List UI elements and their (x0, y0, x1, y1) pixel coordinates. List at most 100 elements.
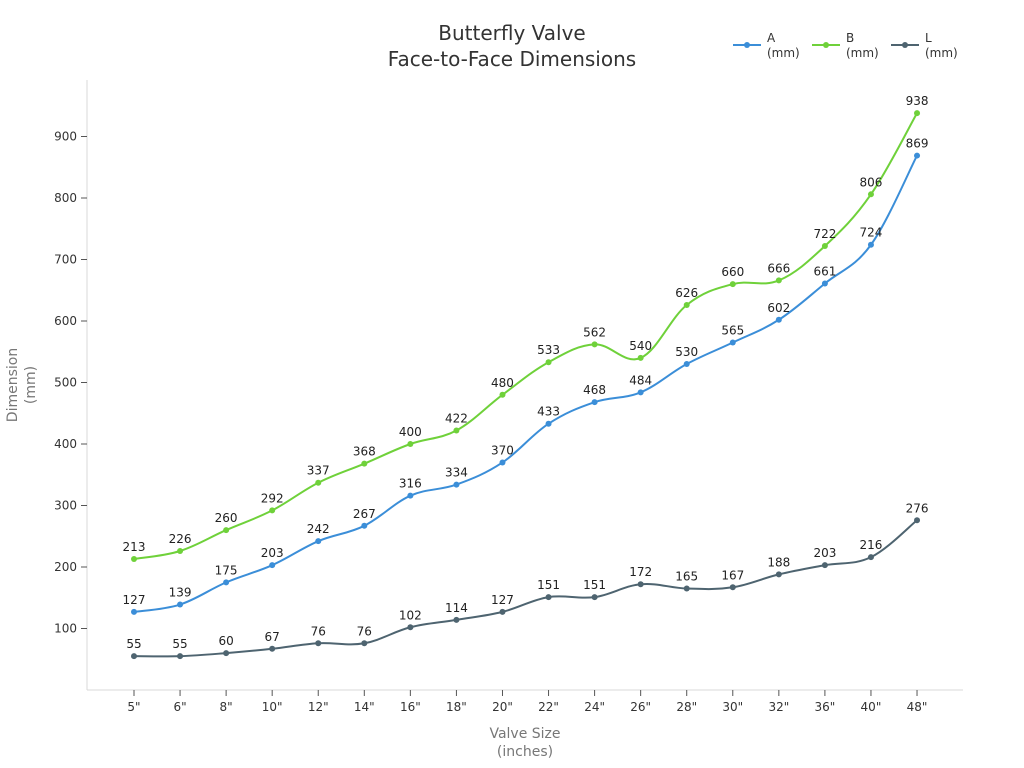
data-label: 203 (813, 546, 836, 560)
data-label: 480 (491, 376, 514, 390)
legend-label: B (846, 31, 854, 45)
y-axis-ticks: 100 200 300 400 500 600 700 800 900 (54, 130, 87, 636)
data-label: 724 (860, 226, 883, 240)
data-point (545, 420, 552, 427)
data-point (637, 354, 644, 361)
data-label: 76 (311, 624, 326, 638)
data-label: 175 (215, 563, 238, 577)
x-tick-label: 12" (308, 700, 329, 714)
chart-title-line-1: Butterfly Valve (438, 21, 585, 45)
legend-unit: (mm) (925, 46, 958, 60)
data-label: 167 (721, 568, 744, 582)
y-tick-label: 900 (54, 130, 77, 144)
series-b: 213 226 260 292 337 368 400 422 480 533 562 540 626 6… (123, 94, 929, 563)
data-point (683, 361, 690, 368)
x-tick-label: 6" (173, 700, 186, 714)
legend-item-b: B(mm) (812, 31, 879, 60)
data-point (867, 241, 874, 248)
x-tick-label: 24" (584, 700, 605, 714)
data-label: 540 (629, 339, 652, 353)
data-label: 468 (583, 383, 606, 397)
data-point (637, 581, 644, 588)
data-point (453, 481, 460, 488)
data-label: 216 (860, 538, 883, 552)
data-label: 626 (675, 286, 698, 300)
data-label: 661 (813, 264, 836, 278)
data-label: 267 (353, 507, 376, 521)
data-point (637, 389, 644, 396)
data-label: 938 (906, 94, 929, 108)
data-label: 151 (537, 578, 560, 592)
y-tick-label: 600 (54, 314, 77, 328)
legend-label: L (925, 31, 932, 45)
data-point (361, 522, 368, 529)
data-point (867, 554, 874, 561)
data-point (545, 359, 552, 366)
data-point (683, 585, 690, 592)
data-label: 127 (123, 593, 146, 607)
data-label: 60 (218, 634, 233, 648)
series-line (133, 155, 918, 613)
y-axis-title-line-1: Dimension (5, 348, 21, 422)
data-label: 67 (265, 630, 280, 644)
y-tick-label: 200 (54, 560, 77, 574)
data-point (821, 280, 828, 287)
data-point (775, 571, 782, 578)
data-point (545, 594, 552, 601)
x-tick-label: 40" (861, 700, 882, 714)
data-label: 102 (399, 608, 422, 622)
data-label: 203 (261, 546, 284, 560)
data-label: 139 (169, 586, 192, 600)
data-point (453, 427, 460, 434)
data-point (591, 341, 598, 348)
data-point (867, 191, 874, 198)
data-label: 151 (583, 578, 606, 592)
x-tick-label: 28" (676, 700, 697, 714)
data-point (499, 459, 506, 466)
x-tick-label: 32" (768, 700, 789, 714)
data-label: 722 (813, 227, 836, 241)
data-point (361, 640, 368, 647)
data-label: 213 (123, 540, 146, 554)
data-point (914, 517, 921, 524)
data-label: 806 (860, 175, 883, 189)
data-point (131, 556, 137, 563)
data-point (269, 507, 276, 514)
data-point (821, 242, 828, 249)
data-point (223, 579, 230, 586)
series-line (133, 519, 918, 658)
data-point (453, 616, 460, 623)
x-tick-label: 26" (630, 700, 651, 714)
data-point (269, 562, 276, 569)
x-tick-label: 16" (400, 700, 421, 714)
chart-title-line-2: Face-to-Face Dimensions (388, 47, 636, 71)
legend-swatch-marker (744, 42, 750, 48)
data-point (407, 624, 414, 631)
x-tick-label: 8" (220, 700, 233, 714)
data-point (407, 441, 414, 447)
data-label: 292 (261, 491, 284, 505)
x-tick-label: 10" (262, 700, 283, 714)
series-group: 127 139 175 203 242 267 316 334 370 433 468 484 530 5… (123, 94, 929, 660)
legend-unit: (mm) (767, 46, 800, 60)
data-point (729, 339, 736, 346)
data-label: 127 (491, 593, 514, 607)
data-label: 660 (721, 265, 744, 279)
x-tick-label: 18" (446, 700, 467, 714)
series-a: 127 139 175 203 242 267 316 334 370 433 468 484 530 5… (123, 137, 928, 615)
data-label: 666 (767, 261, 790, 275)
data-label: 422 (445, 411, 468, 425)
data-label: 337 (307, 464, 330, 478)
data-label: 260 (215, 511, 238, 525)
data-label: 562 (583, 325, 606, 339)
y-tick-label: 800 (54, 191, 77, 205)
data-label: 368 (353, 445, 376, 459)
data-label: 400 (399, 425, 422, 439)
data-point (177, 653, 184, 660)
data-label: 484 (629, 373, 652, 387)
data-point (131, 608, 137, 615)
data-label: 316 (399, 477, 422, 491)
data-point (269, 645, 276, 652)
legend-unit: (mm) (846, 46, 879, 60)
